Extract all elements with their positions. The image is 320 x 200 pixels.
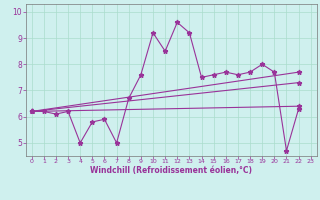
X-axis label: Windchill (Refroidissement éolien,°C): Windchill (Refroidissement éolien,°C): [90, 166, 252, 175]
